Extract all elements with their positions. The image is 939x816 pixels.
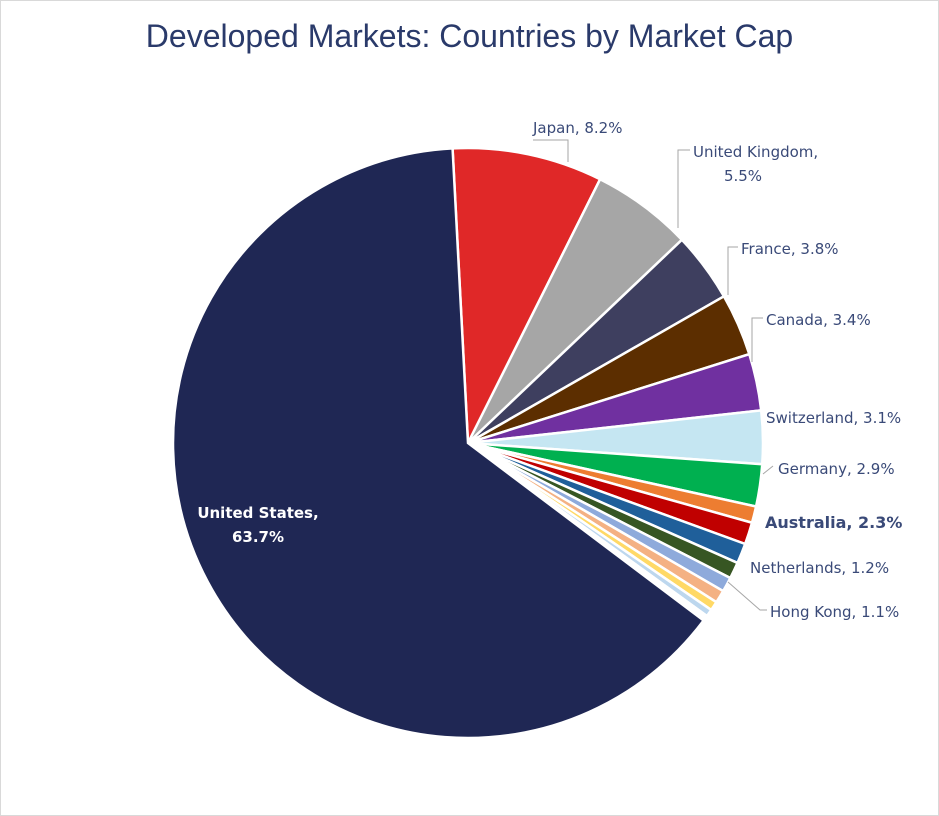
data-label-germany: Germany, 2.9% <box>778 460 895 478</box>
data-label-netherlands: Netherlands, 1.2% <box>750 559 889 577</box>
leader-line <box>533 139 569 162</box>
data-label-united-states: United States, 63.7% <box>197 504 318 546</box>
leader-line <box>677 149 690 228</box>
pie-slice-united-states <box>171 147 706 740</box>
data-label-united-kingdom: United Kingdom, 5.5% <box>693 143 818 185</box>
data-label-australia: Australia, 2.3% <box>765 513 902 532</box>
data-label-hong-kong: Hong Kong, 1.1% <box>770 603 899 621</box>
data-label-canada: Canada, 3.4% <box>766 311 871 329</box>
leader-line <box>751 317 763 362</box>
data-label-japan: Japan, 8.2% <box>532 119 622 137</box>
data-label-switzerland: Switzerland, 3.1% <box>766 409 901 427</box>
pie-slice-japan <box>451 146 602 448</box>
data-label-france: France, 3.8% <box>741 240 839 258</box>
leader-line <box>727 581 767 611</box>
leader-line <box>762 465 774 475</box>
chart-title: Developed Markets: Countries by Market C… <box>145 18 794 54</box>
leader-line <box>727 246 738 295</box>
